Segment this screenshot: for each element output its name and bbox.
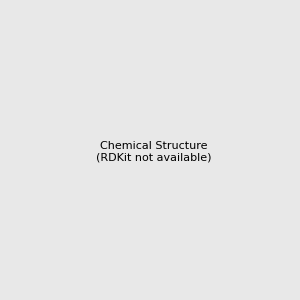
Text: Chemical Structure
(RDKit not available): Chemical Structure (RDKit not available): [96, 141, 212, 162]
